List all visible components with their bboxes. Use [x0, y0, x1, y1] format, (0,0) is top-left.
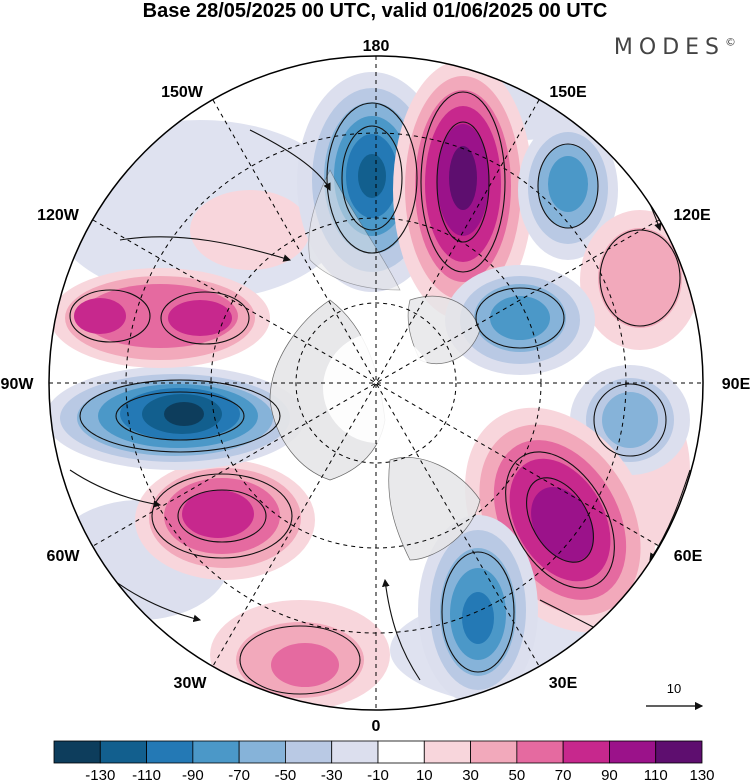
reference-vector-label: 10 [667, 681, 681, 696]
colorbar-swatch [53, 740, 101, 764]
colorbar-swatch [192, 740, 240, 764]
colorbar-tick-label: -30 [321, 767, 343, 783]
polar-cap [323, 333, 433, 443]
modes-logo: MODES© [613, 35, 736, 60]
lon-label-150e: 150E [549, 84, 587, 101]
colorbar-swatch [562, 740, 610, 764]
colorbar-tick-label: -90 [182, 767, 204, 783]
positive-anomaly-160e [393, 60, 533, 320]
lon-label-180: 180 [363, 38, 390, 55]
graticule [49, 56, 703, 710]
map-title: Base 28/05/2025 00 UTC, valid 01/06/2025… [142, 0, 608, 22]
colorbar-swatch [655, 740, 703, 764]
colorbar-swatch [609, 740, 657, 764]
negative-anomaly-85w [49, 366, 305, 470]
colorbar-tick-label: 90 [601, 767, 618, 783]
lon-label-120w: 120W [37, 207, 80, 224]
colorbar-tick-label: 130 [689, 767, 714, 783]
colorbar-tick-label: 10 [416, 767, 433, 783]
lon-label-30e: 30E [549, 675, 578, 692]
colorbar-tick-label: 50 [509, 767, 526, 783]
colorbar-tick-label: -50 [275, 767, 297, 783]
positive-anomaly-65w [135, 460, 315, 580]
lon-label-120e: 120E [673, 207, 711, 224]
colorbar-tick-label: -70 [228, 767, 250, 783]
colorbar-tick-label: -10 [367, 767, 389, 783]
colorbar: -130 -110 -90 -70 -50 -30 -10 10 30 50 70 90 110 130 [53, 740, 715, 783]
colorbar-tick-label: -130 [85, 767, 115, 783]
lon-label-30w: 30W [174, 675, 208, 692]
positive-anomaly-115e [580, 210, 700, 350]
colorbar-swatch [238, 740, 286, 764]
colorbar-tick-label: 30 [462, 767, 479, 783]
colorbar-swatch [377, 740, 425, 764]
lon-label-60e: 60E [674, 548, 703, 565]
colorbar-tick-label: 110 [644, 767, 668, 783]
positive-anomaly-105w [50, 268, 270, 368]
lon-label-90e: 90E [722, 376, 750, 393]
lon-label-150w: 150W [161, 84, 204, 101]
colorbar-swatch [470, 740, 518, 764]
colorbar-swatch [423, 740, 471, 764]
negative-anomaly-150e [518, 120, 618, 260]
colorbar-swatch [331, 740, 379, 764]
lon-label-0: 0 [372, 718, 381, 735]
lon-label-60w: 60W [47, 548, 81, 565]
colorbar-swatch [146, 740, 194, 764]
longitude-labels: 180 150E 120E 90E 60E 30E 0 30W 60W 90W … [1, 38, 750, 735]
colorbar-tick-label: -110 [132, 767, 161, 783]
negative-anomaly-120e [445, 265, 595, 375]
colorbar-tick-label: 70 [555, 767, 572, 783]
map-border [48, 55, 704, 711]
lon-label-90w: 90W [1, 376, 35, 393]
colorbar-swatch [99, 740, 147, 764]
colorbar-swatch [285, 740, 333, 764]
reference-vector: 10 [646, 681, 704, 711]
negative-anomaly-20e [418, 515, 538, 705]
anomaly-field [49, 56, 703, 710]
colorbar-swatch [516, 740, 564, 764]
